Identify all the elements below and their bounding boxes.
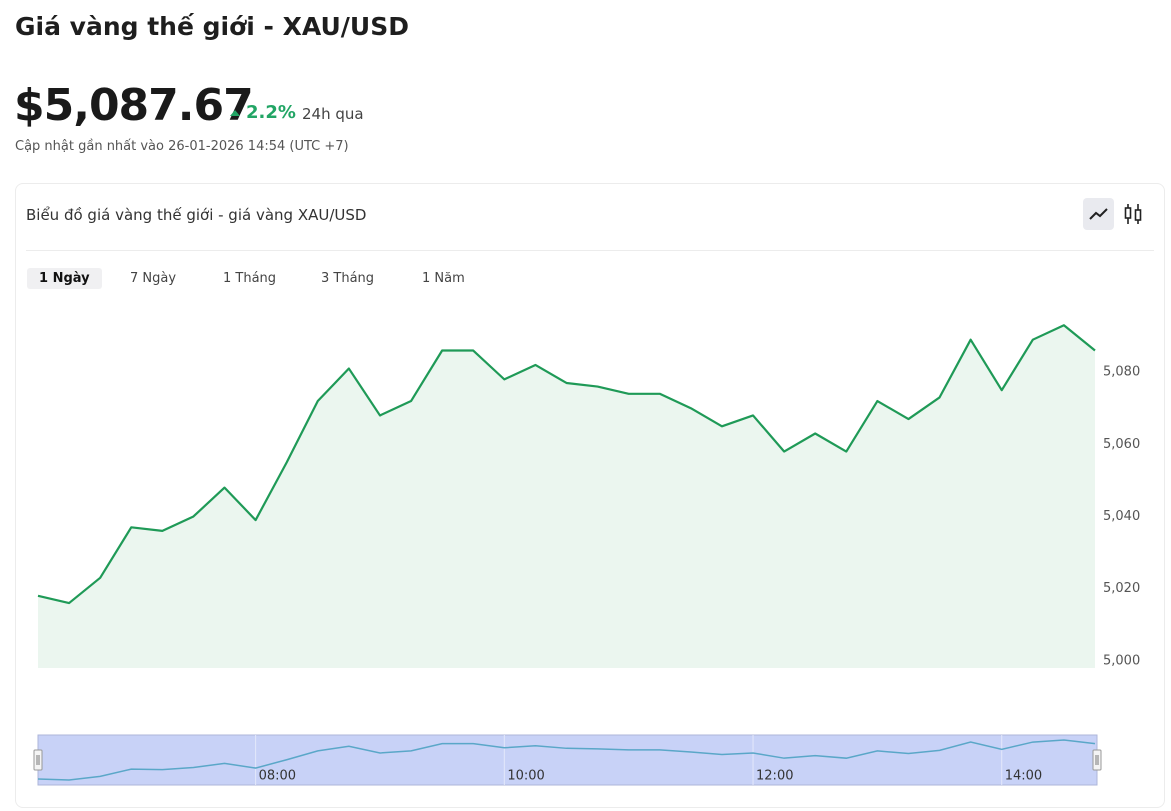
divider [26, 250, 1154, 251]
price-change: 2.2% [246, 102, 296, 123]
up-arrow [230, 110, 240, 116]
price: $5,087.67 [14, 80, 254, 131]
card-title: Biểu đồ giá vàng thế giới - giá vàng XAU… [26, 206, 367, 224]
page-title: Giá vàng thế giới - XAU/USD [15, 12, 409, 41]
chart-card [15, 183, 1165, 808]
change-period: 24h qua [302, 105, 364, 123]
range-tab[interactable]: 3 Tháng [321, 271, 375, 286]
line-icon [1089, 208, 1108, 220]
update-time: Cập nhật gần nhất vào 26-01-2026 14:54 (… [15, 139, 349, 154]
range-tab[interactable]: 1 Tháng [223, 271, 277, 286]
candlestick-button[interactable] [1124, 204, 1142, 224]
chart-type-switch [1083, 198, 1142, 230]
range-tab[interactable]: 7 Ngày [130, 271, 177, 286]
range-tab[interactable]: 1 Ngày [27, 268, 102, 289]
range-tab[interactable]: 1 Năm [422, 271, 465, 286]
